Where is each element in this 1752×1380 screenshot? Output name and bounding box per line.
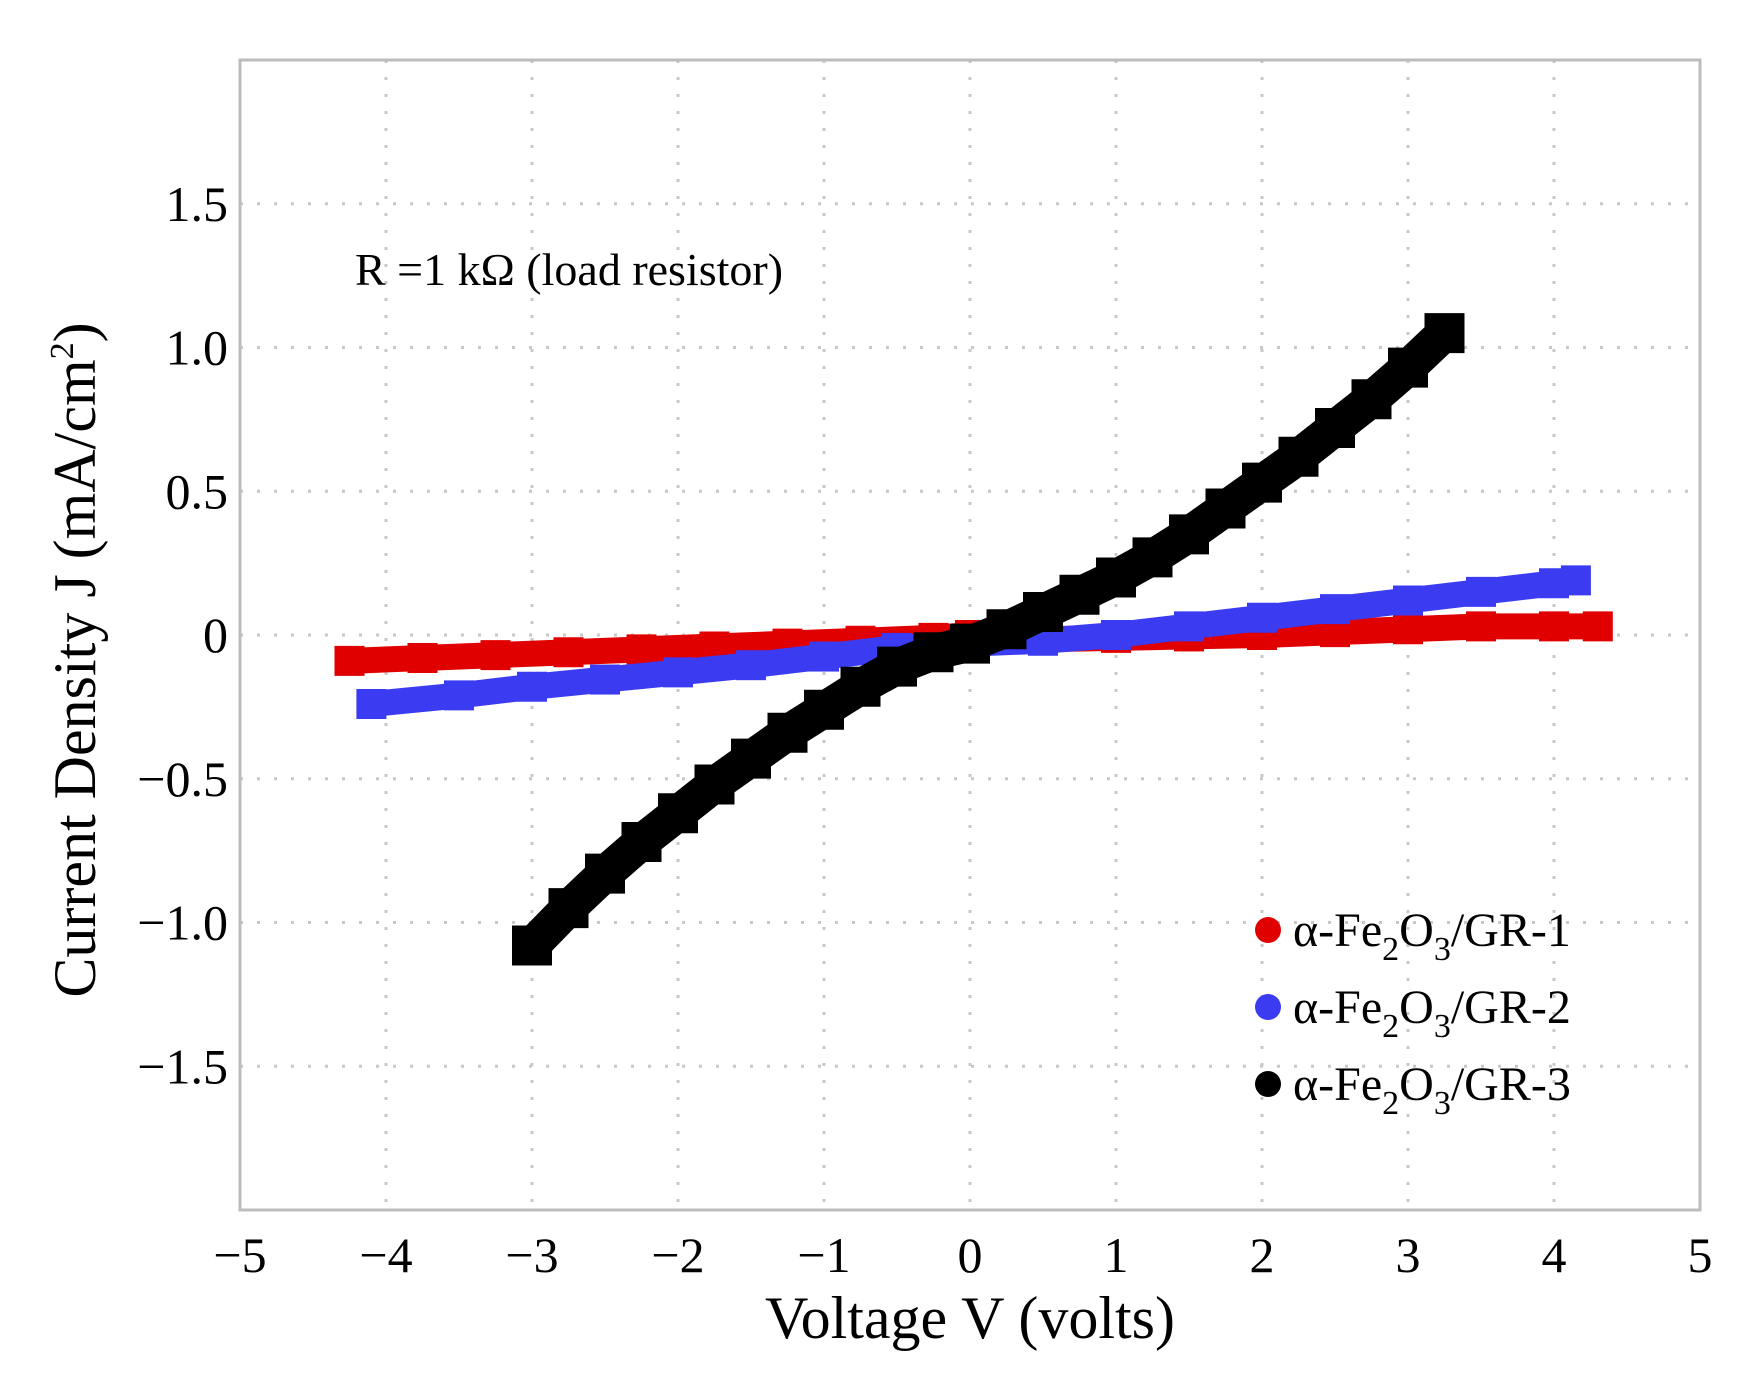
data-point (809, 641, 839, 672)
y-tick-label: 0.5 (166, 463, 229, 519)
data-point (553, 637, 584, 668)
data-point (767, 712, 808, 753)
data-point (1560, 565, 1591, 596)
tick-labels: −5 −4 −3 −2 −1 0 1 2 3 4 5 1.5 1.0 0.5 0 −0.5 −1.0 −1.5 (137, 176, 1712, 1283)
data-point (621, 822, 662, 862)
data-point (731, 738, 771, 779)
data-point (1424, 313, 1465, 354)
data-point (1205, 488, 1246, 529)
data-point (590, 664, 620, 695)
data-point (1393, 614, 1423, 645)
y-axis-title: Current Density J (mA/cm2) (42, 322, 108, 997)
legend: α-Fe2O3/GR-1 α-Fe2O3/GR-2 α-Fe2O3/GR-3 (1255, 904, 1571, 1122)
data-point (736, 650, 766, 681)
legend-label: α-Fe2O3/GR-2 (1293, 981, 1571, 1045)
data-point (1132, 537, 1173, 578)
x-tick-label: −5 (213, 1227, 266, 1283)
data-point (663, 657, 693, 688)
legend-item: α-Fe2O3/GR-1 (1255, 904, 1571, 968)
data-point (950, 623, 990, 664)
data-point (1388, 347, 1428, 388)
data-point (334, 645, 365, 676)
data-point (444, 680, 474, 711)
x-tick-label: −1 (797, 1227, 850, 1283)
x-axis-title: Voltage V (volts) (765, 1285, 1175, 1351)
data-point (1101, 620, 1131, 650)
y-tick-label: 1.5 (166, 176, 229, 232)
data-point (804, 689, 844, 730)
data-point (548, 888, 589, 929)
data-point (512, 925, 552, 966)
y-tick-label: −0.5 (137, 751, 228, 807)
data-point (585, 853, 625, 894)
legend-item: α-Fe2O3/GR-2 (1255, 981, 1571, 1045)
data-point (694, 764, 735, 805)
data-point (1466, 611, 1496, 642)
data-point (658, 793, 698, 834)
x-tick-label: 2 (1250, 1227, 1275, 1283)
data-point (480, 640, 511, 671)
data-point (356, 689, 387, 719)
x-tick-label: 3 (1396, 1227, 1421, 1283)
data-point (1393, 585, 1423, 616)
data-point (517, 671, 547, 702)
data-point (1466, 576, 1496, 607)
plot-frame (238, 58, 1702, 1212)
data-point (626, 634, 657, 665)
y-tick-label: 0 (203, 607, 228, 663)
x-tick-label: −3 (505, 1227, 558, 1283)
data-point (1582, 611, 1613, 642)
data-point (1096, 557, 1136, 598)
y-tick-label: −1.0 (137, 895, 228, 951)
data-point (1169, 514, 1209, 555)
legend-marker (1255, 1071, 1281, 1097)
y-tick-label: −1.5 (137, 1038, 228, 1094)
y-axis-title-sup: 2 (44, 342, 81, 359)
data-point (1247, 602, 1277, 633)
data-point (1242, 462, 1282, 503)
legend-label: α-Fe2O3/GR-1 (1293, 904, 1571, 968)
load-resistor-annotation: R =1 kΩ (load resistor) (355, 244, 783, 295)
data-point (1539, 611, 1569, 642)
y-tick-label: 1.0 (166, 320, 229, 376)
series-3 (512, 313, 1465, 966)
data-point (986, 609, 1027, 650)
data-point (407, 643, 438, 673)
data-point (840, 666, 881, 707)
x-tick-label: −2 (651, 1227, 704, 1283)
x-tick-label: 0 (958, 1227, 983, 1283)
data-point (1174, 611, 1204, 642)
series-layer (334, 313, 1613, 966)
data-point (1059, 574, 1100, 615)
legend-label: α-Fe2O3/GR-3 (1293, 1058, 1571, 1122)
data-point (1278, 436, 1319, 477)
x-tick-label: 4 (1542, 1227, 1567, 1283)
data-point (913, 632, 954, 673)
data-point (1023, 592, 1063, 632)
x-tick-label: 5 (1688, 1227, 1713, 1283)
data-point (877, 646, 917, 687)
data-point (1351, 379, 1392, 420)
data-point (1320, 594, 1350, 625)
legend-marker (1255, 994, 1281, 1020)
y-axis-title-close: ) (42, 322, 108, 342)
data-point (1315, 408, 1355, 448)
x-tick-label: −4 (359, 1227, 412, 1283)
legend-item: α-Fe2O3/GR-3 (1255, 1058, 1571, 1122)
legend-marker (1255, 917, 1281, 943)
x-tick-label: 1 (1104, 1227, 1129, 1283)
y-axis-title-main: Current Density J (mA/cm (42, 359, 108, 997)
